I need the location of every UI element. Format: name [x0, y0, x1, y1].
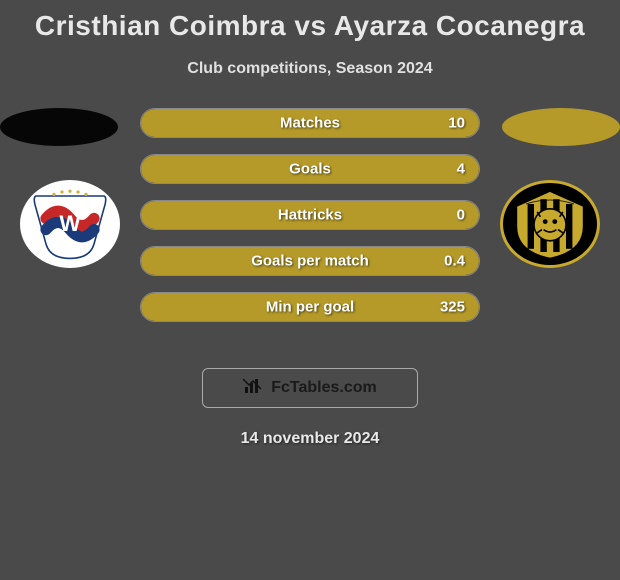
team-right-crest	[500, 180, 600, 268]
stat-row-goals-per-match: Goals per match 0.4	[140, 246, 480, 276]
wilstermann-crest-icon: W	[30, 188, 110, 260]
team-right-ellipse	[502, 108, 620, 146]
stat-row-matches: Matches 10	[140, 108, 480, 138]
stat-value-right: 0.4	[444, 253, 465, 270]
page-title: Cristhian Coimbra vs Ayarza Cocanegra	[0, 0, 620, 42]
stat-value-right: 0	[457, 207, 465, 224]
comparison-area: W Matches 10	[0, 108, 620, 348]
stat-label: Hattricks	[278, 207, 342, 224]
svg-text:W: W	[59, 211, 81, 236]
stat-row-goals: Goals 4	[140, 154, 480, 184]
page-subtitle: Club competitions, Season 2024	[0, 60, 620, 78]
stats-list: Matches 10 Goals 4 Hattricks 0 Goals per…	[140, 108, 480, 338]
stat-row-min-per-goal: Min per goal 325	[140, 292, 480, 322]
team-left-ellipse	[0, 108, 118, 146]
stat-value-right: 325	[440, 299, 465, 316]
stat-label: Min per goal	[266, 299, 354, 316]
stat-label: Goals	[289, 161, 331, 178]
brand-box[interactable]: FcTables.com	[202, 368, 418, 408]
stat-label: Matches	[280, 115, 340, 132]
stat-label: Goals per match	[251, 253, 369, 270]
bar-chart-icon	[243, 377, 265, 400]
stat-value-right: 4	[457, 161, 465, 178]
date-label: 14 november 2024	[0, 430, 620, 448]
the-strongest-crest-icon	[510, 188, 590, 260]
stat-row-hattricks: Hattricks 0	[140, 200, 480, 230]
brand-label: FcTables.com	[271, 379, 377, 397]
team-left-crest: W	[20, 180, 120, 268]
stat-value-right: 10	[448, 115, 465, 132]
